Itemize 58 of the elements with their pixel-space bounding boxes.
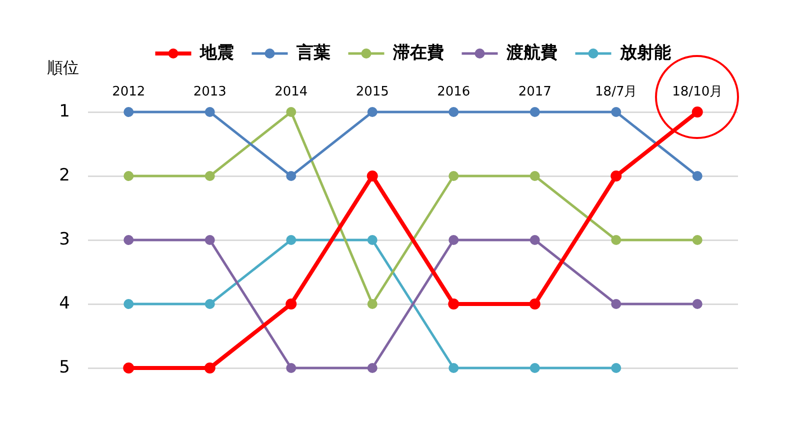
point <box>366 170 378 182</box>
point <box>204 107 215 117</box>
point <box>204 171 215 181</box>
y-tick-label: 4 <box>59 293 70 314</box>
point <box>692 235 702 245</box>
legend-label: 渡航費 <box>505 42 558 63</box>
point <box>204 362 216 374</box>
point <box>448 171 459 181</box>
point <box>692 171 702 181</box>
point <box>530 171 540 181</box>
point <box>124 235 134 245</box>
point <box>286 171 296 181</box>
point <box>692 299 702 309</box>
x-tick-label: 2012 <box>112 84 146 100</box>
point <box>611 299 622 309</box>
point <box>611 363 622 373</box>
y-tick-label: 1 <box>59 101 70 122</box>
y-tick-label: 5 <box>59 357 70 378</box>
x-tick-label: 18/10月 <box>672 84 723 100</box>
point <box>286 107 296 117</box>
point <box>204 235 215 245</box>
point <box>367 299 378 309</box>
y-tick-label: 3 <box>59 229 70 250</box>
point <box>611 235 622 245</box>
legend-label: 放射能 <box>618 42 671 63</box>
y-axis-title: 順位 <box>47 58 79 79</box>
x-tick-label: 2014 <box>274 84 308 100</box>
point <box>448 235 459 245</box>
x-tick-label: 2017 <box>518 84 552 100</box>
point <box>286 235 296 245</box>
point <box>448 107 459 117</box>
x-tick-label: 2013 <box>193 84 226 100</box>
legend-label: 滞在費 <box>392 42 444 63</box>
point <box>367 235 378 245</box>
point <box>611 107 622 117</box>
point <box>204 299 215 309</box>
point <box>124 299 134 309</box>
point <box>448 298 460 310</box>
x-tick-label: 2016 <box>437 84 470 100</box>
point <box>367 363 378 373</box>
point <box>124 171 134 181</box>
point <box>529 298 540 310</box>
point <box>530 363 540 373</box>
point <box>367 107 378 117</box>
point <box>124 107 134 117</box>
point <box>610 170 622 182</box>
point <box>448 363 459 373</box>
y-tick-label: 2 <box>59 165 70 186</box>
point <box>530 107 540 117</box>
legend-label: 地震 <box>198 42 234 63</box>
point <box>530 235 540 245</box>
point <box>692 106 703 118</box>
point <box>123 362 134 374</box>
x-tick-label: 18/7月 <box>595 84 638 100</box>
point <box>286 363 296 373</box>
legend-label: 言葉 <box>295 42 330 63</box>
x-tick-label: 2015 <box>356 84 389 100</box>
point <box>286 298 297 310</box>
